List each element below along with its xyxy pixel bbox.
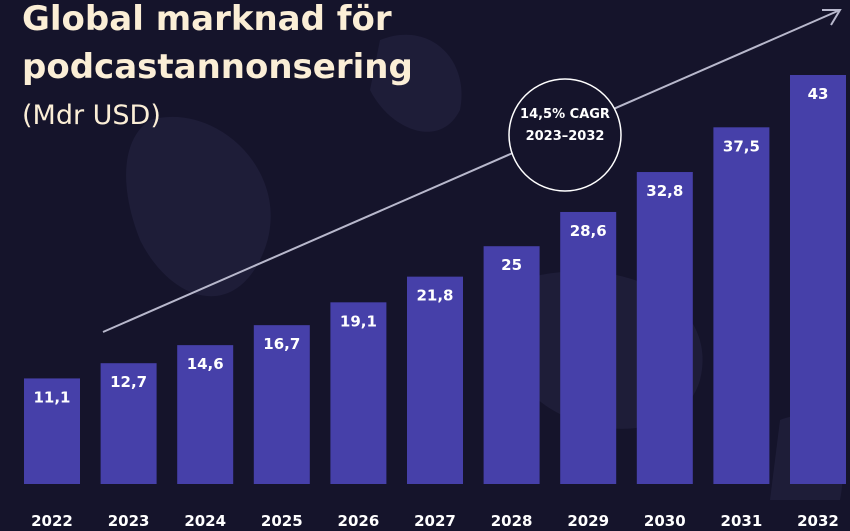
value-label: 43 — [808, 85, 829, 103]
bar — [330, 302, 387, 484]
x-tick-label: 2022 — [31, 512, 73, 530]
bar — [790, 75, 846, 484]
x-tick-label: 2025 — [261, 512, 303, 530]
value-label: 11,1 — [33, 388, 70, 406]
x-tick-label: 2026 — [338, 512, 380, 530]
annotation-text: 2023–2032 — [526, 129, 605, 144]
bar — [177, 345, 234, 484]
bar — [24, 378, 80, 484]
value-label: 21,8 — [416, 287, 453, 305]
value-label: 25 — [501, 256, 522, 274]
chart-title: podcastannonsering — [22, 47, 413, 87]
bar — [100, 363, 157, 484]
x-tick-label: 2030 — [644, 512, 686, 530]
x-tick-label: 2027 — [414, 512, 456, 530]
chart-title: Global marknad för — [22, 0, 392, 39]
value-label: 12,7 — [110, 373, 147, 391]
x-tick-label: 2031 — [721, 512, 763, 530]
chart-subtitle: (Mdr USD) — [22, 100, 161, 131]
value-label: 37,5 — [723, 137, 760, 155]
x-tick-label: 2029 — [567, 512, 609, 530]
x-tick-label: 2024 — [184, 512, 226, 530]
annotation-circle — [508, 78, 622, 192]
annotation-text: 14,5% CAGR — [520, 107, 610, 122]
trend-arrow — [102, 9, 842, 333]
bar — [407, 276, 463, 484]
bar — [483, 246, 540, 484]
x-tick-label: 2028 — [491, 512, 533, 530]
value-label: 16,7 — [263, 335, 300, 353]
bar — [636, 172, 693, 484]
bar — [560, 211, 617, 484]
value-label: 19,1 — [340, 312, 377, 330]
value-label: 32,8 — [646, 182, 683, 200]
value-label: 14,6 — [187, 355, 224, 373]
bar — [713, 127, 770, 484]
value-label: 28,6 — [570, 222, 607, 240]
x-tick-label: 2032 — [797, 512, 839, 530]
x-tick-label: 2023 — [108, 512, 150, 530]
bar — [253, 325, 310, 484]
